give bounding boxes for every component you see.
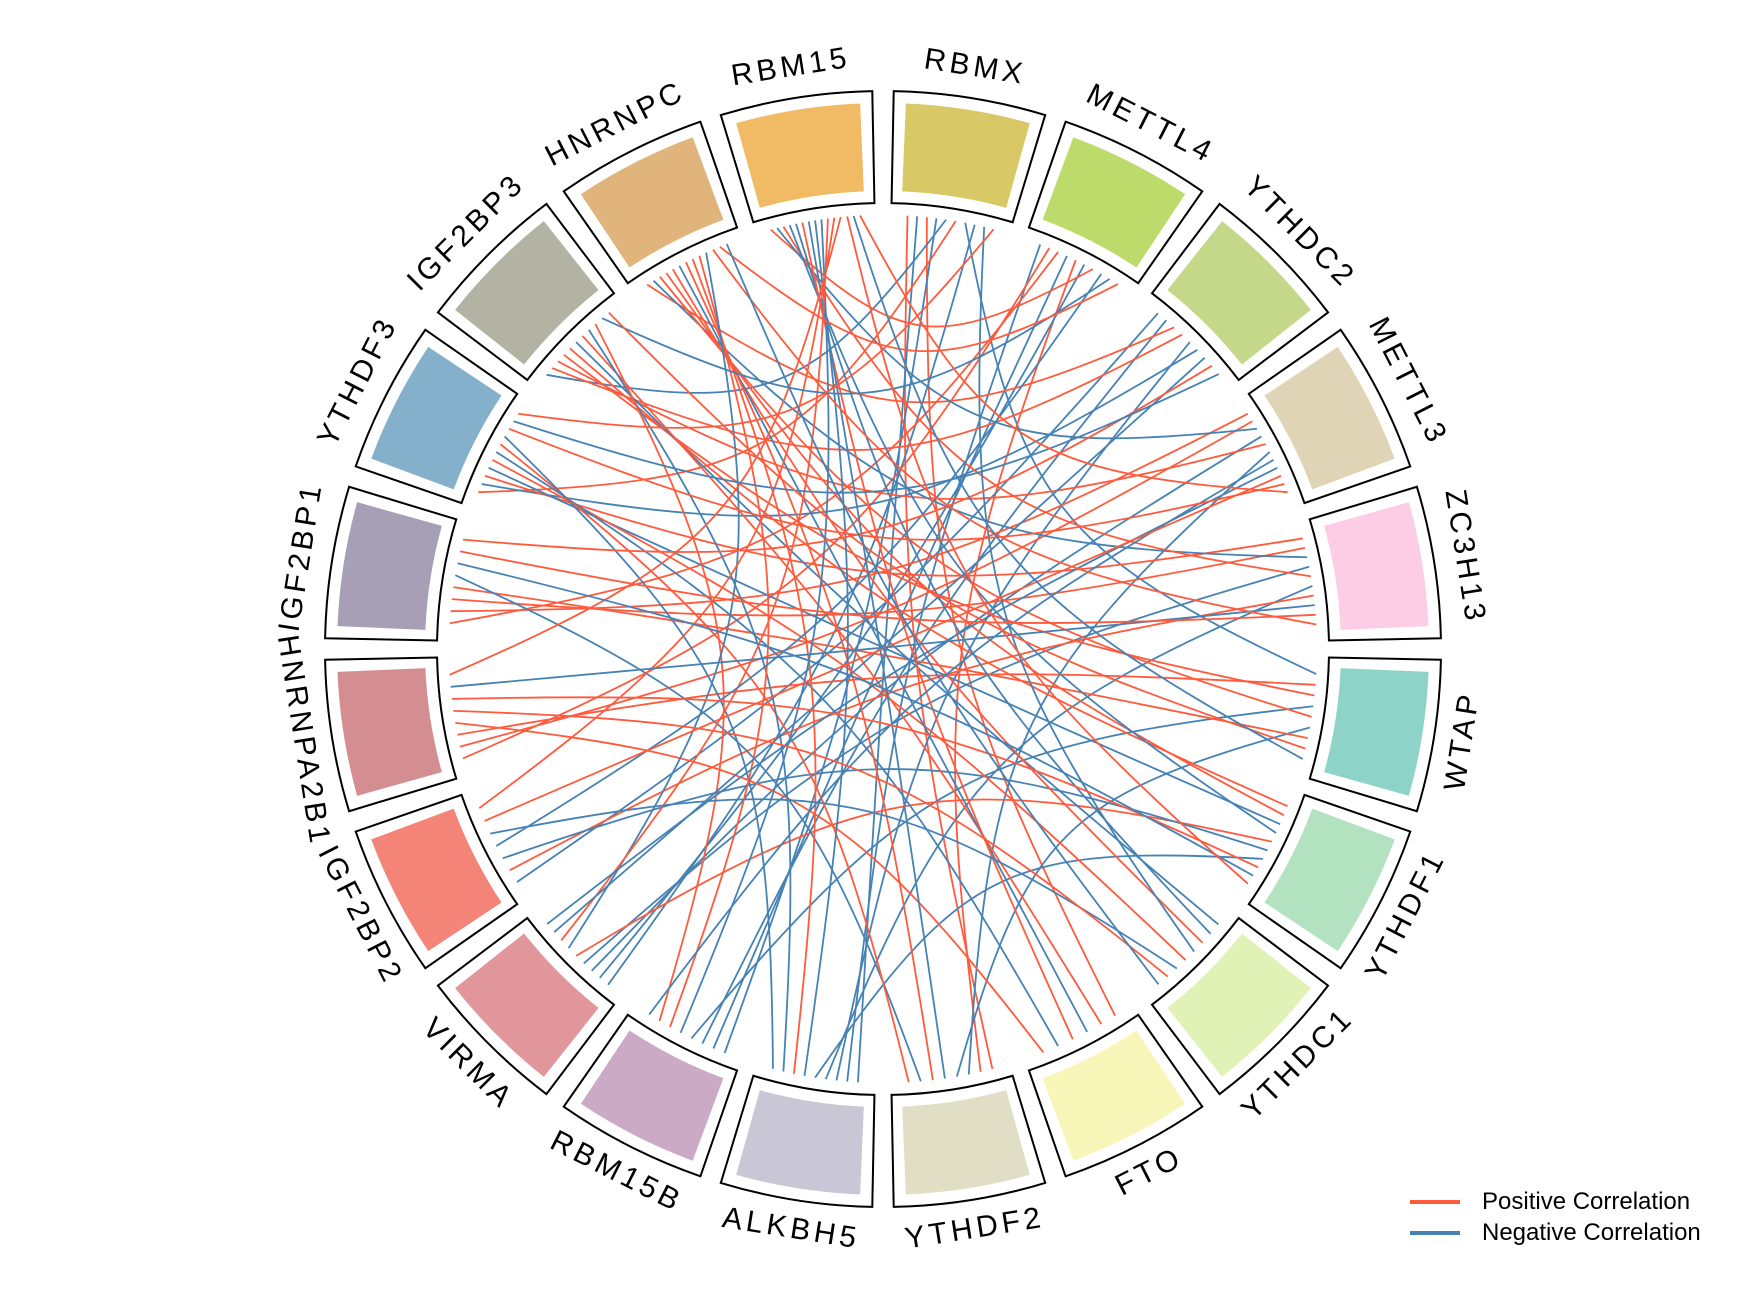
chord-link-negative (648, 459, 1275, 1016)
chord-link-negative (814, 854, 1263, 1079)
chord-link-positive (659, 276, 1312, 718)
sector-label-rbmx: RBMX (922, 42, 1029, 91)
chord-sectors (324, 90, 1442, 1208)
chord-link-negative (725, 243, 1160, 985)
chord-link-positive (449, 251, 1059, 625)
chord-link-positive (453, 710, 1169, 978)
chord-link-negative (967, 451, 1271, 1075)
sector-igf2bp3 (455, 221, 599, 365)
sector-igf2bp2 (371, 808, 502, 952)
chord-link-positive (462, 247, 1050, 760)
sector-hnrnpc (580, 137, 724, 268)
chord-link-positive (459, 420, 1253, 748)
chord-link-positive (712, 249, 1317, 626)
chord-link-negative (457, 562, 1254, 877)
chord-link-positive (451, 696, 1259, 869)
chord-link-negative (712, 255, 1068, 1049)
sector-zc3h13 (1324, 502, 1429, 630)
sector-rbmx (902, 103, 1030, 208)
sector-mettl4 (1042, 137, 1186, 268)
chord-link-negative (846, 244, 1042, 1082)
chord-link-positive (859, 215, 1288, 494)
chord-link-positive (846, 216, 1249, 885)
chord-link-positive (801, 222, 1074, 1040)
chord-link-positive (484, 475, 1282, 822)
chord-link-positive (665, 272, 1285, 817)
chord-link-positive (491, 459, 1187, 961)
sector-ythdc2 (1167, 221, 1311, 365)
chord-link-positive (563, 354, 1315, 697)
chord-link-negative (679, 219, 830, 1034)
chord-link-negative (803, 220, 849, 1076)
chord-link-positive (518, 228, 995, 429)
chord-link-negative (788, 224, 1277, 834)
chord-link-positive (455, 721, 1044, 1053)
chord-link-positive (509, 594, 1314, 872)
chord-link-negative (852, 215, 1304, 760)
chord-link-negative (513, 373, 1220, 494)
legend: Positive Correlation Negative Correlatio… (1410, 1186, 1701, 1248)
sector-label-wtap: WTAP (1438, 689, 1486, 793)
chord-link-positive (954, 259, 1077, 1072)
chord-link-positive (499, 443, 910, 1083)
sector-rbm15 (736, 103, 864, 208)
chord-link-positive (770, 229, 1094, 328)
sector-rbm15b (580, 1030, 724, 1161)
sector-hnrnpa2b1 (337, 668, 442, 796)
chord-link-negative (599, 264, 1086, 979)
legend-label-positive: Positive Correlation (1482, 1187, 1691, 1215)
sector-mettl3 (1264, 346, 1395, 490)
chord-link-negative (490, 798, 1178, 970)
chord-link-positive (782, 226, 1312, 578)
chord-link-negative (601, 278, 1111, 395)
sector-ythdf1 (1264, 808, 1395, 952)
chord-link-negative (495, 451, 1059, 1047)
chord-link-positive (478, 217, 836, 809)
sector-ythdf2 (902, 1090, 1030, 1195)
chord-link-positive (560, 218, 829, 941)
chord-link-positive (925, 217, 1116, 1017)
chord-link-negative (795, 223, 1212, 935)
sector-label-zc3h13: ZC3H13 (1438, 487, 1492, 626)
chord-link-positive (508, 427, 1285, 541)
sector-igf2bp1 (337, 502, 442, 630)
chord-link-positive (594, 323, 725, 1022)
chord-link-positive (449, 216, 842, 676)
legend-swatch-positive (1410, 1199, 1460, 1204)
chord-links (449, 215, 1317, 1083)
sector-label-rbm15: RBM15 (729, 41, 853, 92)
sector-wtap (1324, 668, 1429, 796)
sector-label-igf2bp1: IGF2BP1 (273, 479, 329, 634)
sector-ythdf3 (371, 346, 502, 490)
chord-link-positive (608, 311, 1306, 750)
sector-virma (455, 933, 599, 1077)
chord-link-positive (484, 475, 1303, 577)
chord-link-positive (459, 550, 1316, 624)
chord-link-positive (669, 255, 770, 1028)
legend-item-negative: Negative Correlation (1410, 1217, 1701, 1248)
sector-alkbh5 (736, 1090, 864, 1195)
chord-link-negative (495, 273, 1103, 847)
legend-label-negative: Negative Correlation (1482, 1218, 1701, 1246)
chord-link-negative (978, 226, 1195, 953)
sector-label-ythdf2: YTHDF2 (903, 1201, 1047, 1256)
chord-link-negative (588, 329, 792, 1072)
chord-link-positive (719, 246, 1119, 353)
sector-ythdc1 (1167, 933, 1311, 1077)
chord-link-negative (964, 222, 1317, 675)
chord-link-negative (567, 252, 740, 949)
sector-fto (1042, 1030, 1186, 1161)
sector-label-alkbh5: ALKBH5 (720, 1201, 863, 1255)
chord-link-negative (956, 726, 1311, 1077)
chord-link-negative (591, 435, 1262, 972)
legend-item-positive: Positive Correlation (1410, 1186, 1701, 1217)
chord-link-positive (551, 333, 1183, 451)
chord-link-negative (516, 312, 1159, 883)
legend-swatch-negative (1410, 1230, 1460, 1235)
